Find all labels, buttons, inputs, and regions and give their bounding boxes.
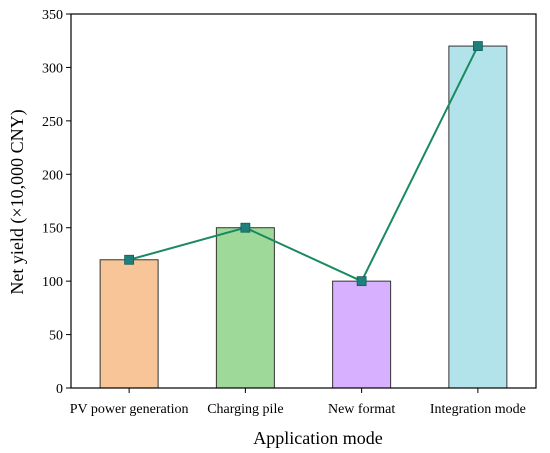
y-tick-label-1: 50	[49, 329, 63, 344]
point-marker-0	[124, 254, 135, 265]
y-tick-label-7: 350	[42, 8, 63, 23]
bar-group	[99, 45, 508, 389]
y-tick-label-5: 250	[42, 115, 63, 130]
point-marker-1	[240, 222, 251, 233]
bar-2	[332, 280, 392, 389]
bar-3	[448, 45, 508, 389]
x-tick-label-0: PV power generation	[70, 402, 189, 417]
tick-group: 0 50 100 150 200 250 300 350 PV power generation…	[42, 8, 526, 417]
bar-1	[215, 227, 275, 389]
y-tick-label-4: 200	[42, 168, 63, 183]
x-tick-label-1: Charging pile	[207, 402, 283, 417]
y-tick-label-2: 100	[42, 275, 63, 290]
point-marker-3	[472, 41, 483, 51]
bar-0	[99, 259, 159, 389]
y-tick-label-6: 300	[42, 61, 63, 76]
x-tick-label-2: New format	[328, 402, 395, 417]
y-tick-label-0: 0	[56, 382, 63, 397]
point-marker-2	[356, 276, 367, 287]
axes	[70, 13, 537, 389]
y-axis-title: Net yield (×10,000 CNY)	[7, 109, 28, 294]
series-line	[128, 45, 479, 283]
x-tick-label-3: Integration mode	[430, 402, 526, 417]
line-series-layer	[124, 41, 483, 287]
y-tick-label-3: 150	[42, 222, 63, 237]
plot-frame	[70, 13, 537, 389]
x-axis-title: Application mode	[253, 428, 382, 448]
